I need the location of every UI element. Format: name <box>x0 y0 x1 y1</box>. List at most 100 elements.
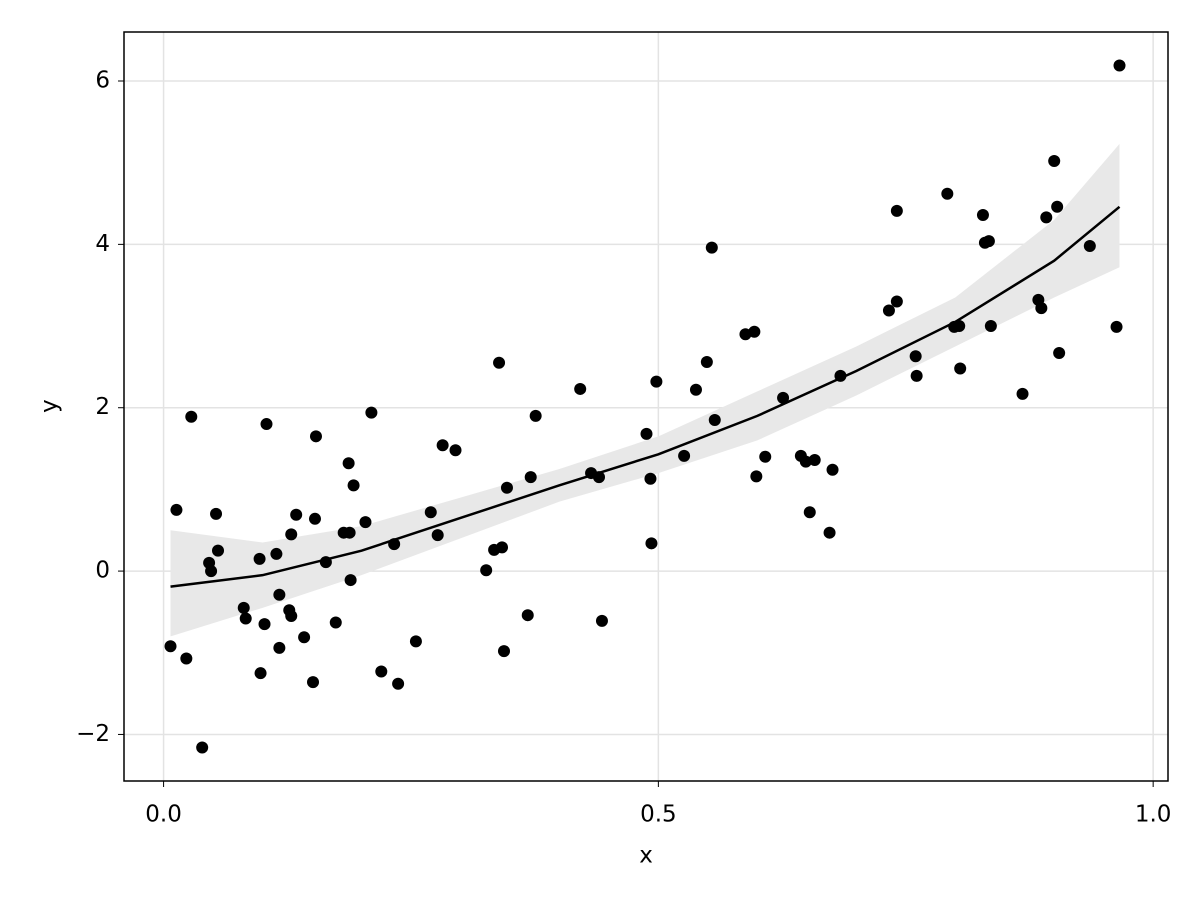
point <box>759 450 772 463</box>
point <box>1051 200 1064 213</box>
point <box>882 304 895 317</box>
x-tick-label: 1.0 <box>1135 802 1172 828</box>
point <box>644 472 657 485</box>
point <box>185 410 198 423</box>
point <box>592 471 605 484</box>
point <box>409 635 422 648</box>
point <box>909 350 922 363</box>
point <box>270 547 283 560</box>
point <box>521 609 534 622</box>
fit-line <box>170 205 1121 588</box>
x-tick-label: 0.0 <box>145 802 182 828</box>
point <box>347 479 360 492</box>
point <box>708 413 721 426</box>
point <box>253 552 266 565</box>
point <box>196 741 209 754</box>
point <box>890 295 903 308</box>
point <box>689 383 702 396</box>
point <box>595 614 608 627</box>
point <box>205 565 218 578</box>
point <box>260 418 273 431</box>
point <box>529 409 542 422</box>
x-axis-label: x <box>639 843 653 869</box>
point <box>750 470 763 483</box>
point <box>180 652 193 665</box>
point <box>388 538 401 551</box>
point <box>170 503 183 516</box>
point <box>976 208 989 221</box>
point <box>258 618 271 631</box>
point <box>392 677 405 690</box>
point <box>480 564 493 577</box>
point <box>1035 302 1048 315</box>
point <box>359 516 372 529</box>
point <box>273 641 286 654</box>
point <box>424 506 437 519</box>
point <box>497 645 510 658</box>
y-tick-label: 0 <box>95 558 110 584</box>
point <box>1016 387 1029 400</box>
point <box>1040 211 1053 224</box>
point <box>954 362 967 375</box>
point <box>982 235 995 248</box>
point <box>826 463 839 476</box>
point <box>941 187 954 200</box>
point <box>212 544 225 557</box>
point <box>799 455 812 468</box>
point <box>285 528 298 541</box>
point <box>239 612 252 625</box>
point <box>237 601 250 614</box>
point <box>748 325 761 338</box>
point <box>1053 347 1066 359</box>
point <box>449 444 462 457</box>
point <box>329 616 342 629</box>
point <box>431 529 444 542</box>
point <box>500 481 513 494</box>
point <box>524 471 537 484</box>
point <box>375 665 388 678</box>
point <box>1113 59 1126 72</box>
y-tick-label: 4 <box>95 231 110 257</box>
point <box>777 391 790 404</box>
point <box>1083 240 1096 252</box>
point <box>700 355 713 368</box>
point <box>344 574 357 587</box>
point <box>298 631 311 644</box>
point <box>890 204 903 217</box>
point <box>705 241 718 254</box>
point <box>307 676 320 689</box>
point <box>210 507 223 520</box>
point <box>342 457 355 470</box>
confidence-band <box>170 143 1120 637</box>
y-axis-label: y <box>37 399 63 413</box>
point <box>678 449 691 462</box>
point <box>436 439 449 452</box>
point <box>1048 155 1061 168</box>
x-tick-label: 0.5 <box>640 802 677 828</box>
point <box>803 506 816 519</box>
point <box>319 556 332 569</box>
y-tick-label: 6 <box>95 68 110 94</box>
point <box>984 320 997 333</box>
point <box>640 427 653 440</box>
point <box>496 541 509 554</box>
point <box>164 640 177 653</box>
y-tick-label: 2 <box>95 394 110 420</box>
point <box>365 406 378 419</box>
point <box>910 369 923 382</box>
point <box>285 610 298 623</box>
point <box>309 430 322 443</box>
point <box>823 526 836 539</box>
point <box>493 356 506 369</box>
point <box>574 382 587 395</box>
point <box>308 512 321 525</box>
point <box>290 508 303 521</box>
point <box>254 667 267 680</box>
point <box>834 369 847 382</box>
y-tick-label: −2 <box>76 721 110 747</box>
point <box>808 454 821 466</box>
plot-frame <box>123 31 1169 782</box>
point <box>645 537 658 550</box>
point <box>650 375 663 388</box>
